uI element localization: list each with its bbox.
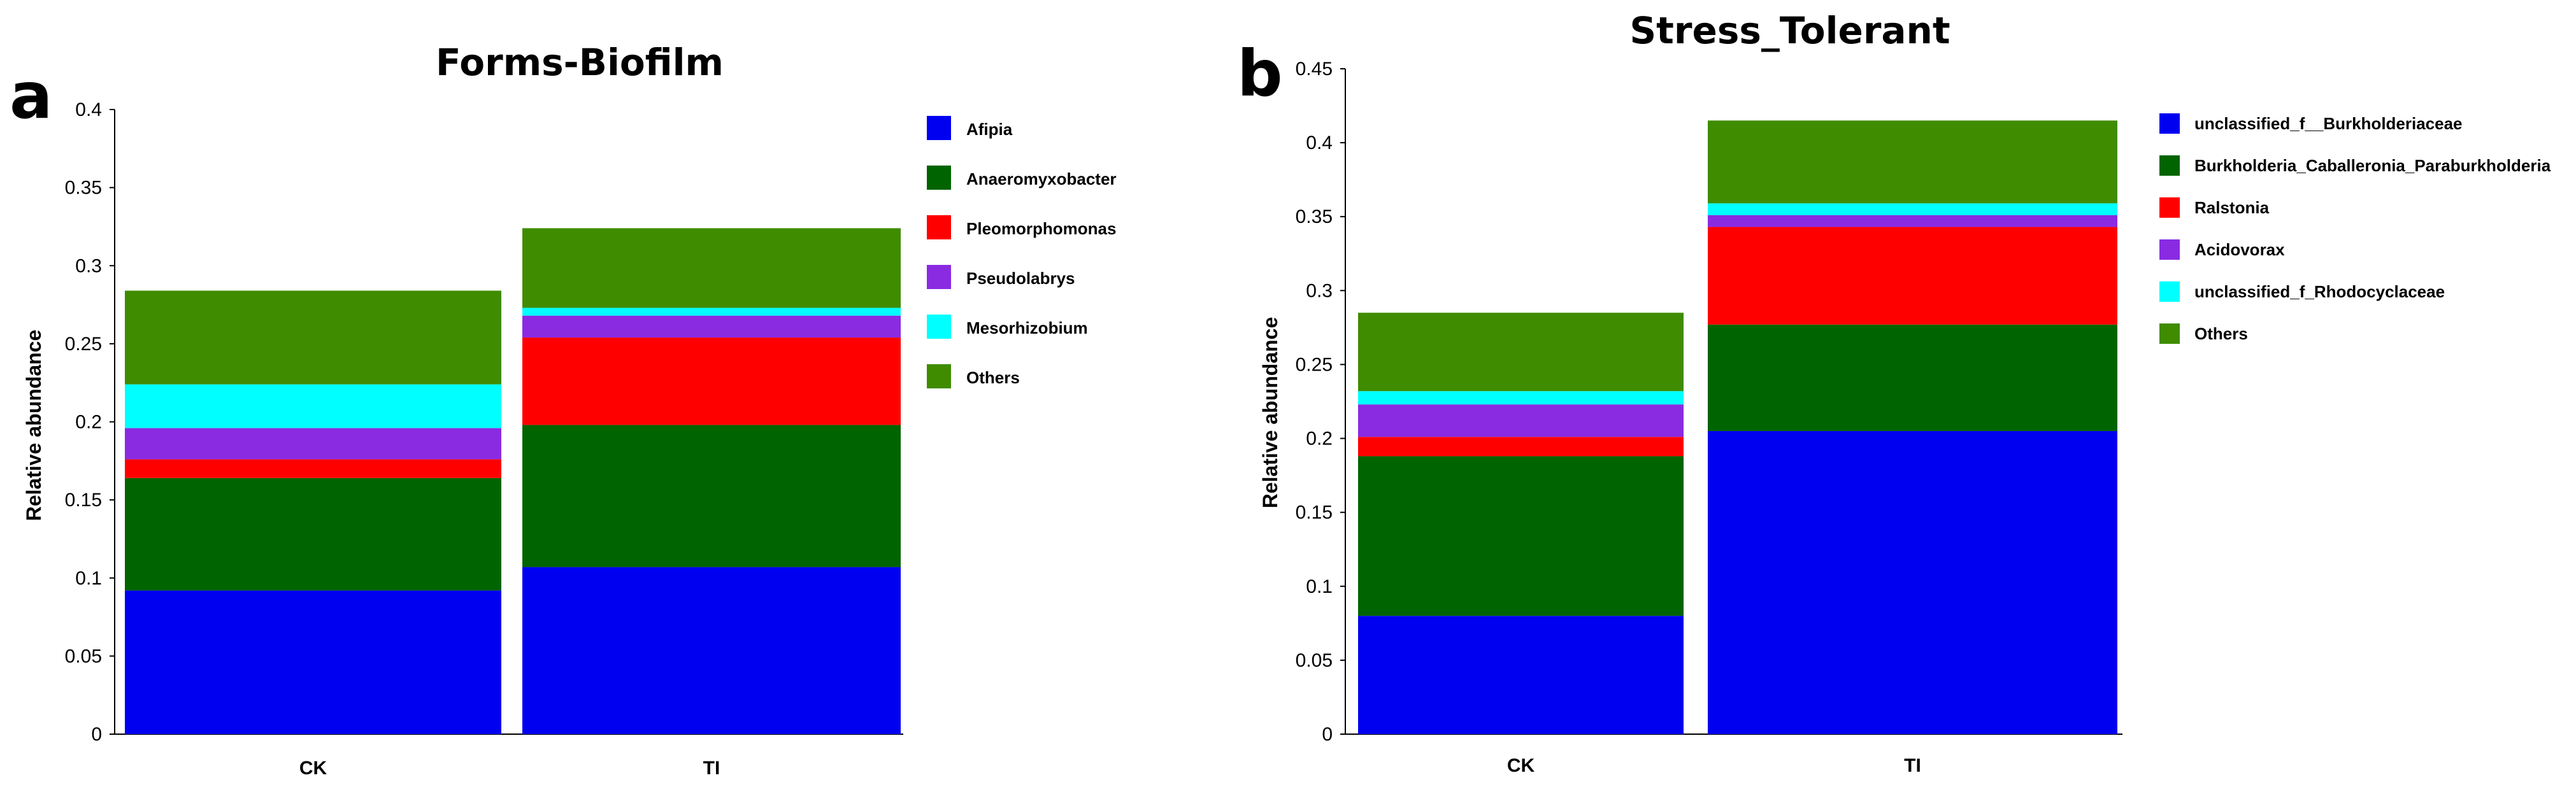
- y-tick-label: 0.4: [1306, 132, 1333, 153]
- panel-letter-b: b: [1237, 36, 1283, 111]
- y-axis-label-b: Relative abundance: [1259, 317, 1282, 509]
- y-axis-label-a: Relative abundance: [22, 330, 45, 521]
- y-tick-label: 0.1: [75, 568, 102, 589]
- legend-label: Anaeromyxobacter: [966, 169, 1117, 188]
- plot-area-b: 0 0.05 0.1 0.15 0.2 0.25 0.3 0.35 0.4 0.45 CK TI: [1296, 59, 2122, 776]
- y-tick-label: 0.35: [65, 178, 102, 199]
- legend-swatch: [927, 315, 951, 339]
- y-tick-label: 0: [91, 724, 102, 745]
- y-tick-label: 0.15: [65, 490, 102, 511]
- bar-segment-ck-burkholderia-caballeronia-paraburkholderia: [1358, 456, 1684, 616]
- bar-segment-ck-unclassified-f-rhodocyclaceae: [1358, 391, 1684, 405]
- y-tick-label: 0.2: [75, 412, 102, 433]
- bar-segment-ck-pseudolabrys: [125, 428, 501, 460]
- legend-swatch: [2159, 239, 2180, 260]
- legend-label: Others: [966, 368, 1020, 387]
- bar-segment-ck-mesorhizobium: [125, 384, 501, 429]
- bar-segment-ti-afipia: [522, 567, 901, 734]
- bar-segment-ti-others: [522, 228, 901, 308]
- bar-segment-ti-mesorhizobium: [522, 308, 901, 316]
- bar-segment-ck-others: [1358, 313, 1684, 392]
- x-category-label: TI: [703, 758, 720, 779]
- legend-swatch: [2159, 197, 2180, 218]
- chart-title-a: Forms-Biofilm: [436, 41, 724, 84]
- legend-label: Acidovorax: [2194, 240, 2285, 259]
- bar-segment-ck-afipia: [125, 590, 501, 734]
- bar-segment-ti-others: [1708, 120, 2117, 204]
- legend-label: Ralstonia: [2194, 198, 2270, 217]
- legend-label: Burkholderia_Caballeronia_Paraburkholder…: [2194, 156, 2551, 175]
- y-tick-label: 0.2: [1306, 429, 1333, 450]
- legend-swatch: [2159, 155, 2180, 176]
- y-tick-label: 0.4: [75, 99, 102, 120]
- bar-segment-ck-pleomorphomonas: [125, 459, 501, 478]
- plot-area-a: 0 0.05 0.1 0.15 0.2 0.25 0.3 0.35 0.4 CK TI: [65, 99, 903, 779]
- legend-label: unclassified_f_Rhodocyclaceae: [2194, 282, 2445, 301]
- legend-a: Afipia Anaeromyxobacter Pleomorphomonas Pse…: [927, 116, 1117, 388]
- legend-swatch: [927, 116, 951, 140]
- legend-label: Pleomorphomonas: [966, 219, 1116, 238]
- panel-letter-a: a: [10, 59, 52, 133]
- x-category-label: CK: [299, 758, 327, 779]
- legend-label: unclassified_f__Burkholderiaceae: [2194, 114, 2463, 133]
- legend-swatch: [927, 166, 951, 190]
- panel-a: a Forms-Biofilm Relative abundance 0 0.05…: [10, 41, 1117, 779]
- y-tick-label: 0.15: [1296, 502, 1333, 523]
- y-tick-label: 0: [1322, 724, 1333, 745]
- bar-segment-ti-unclassified-f-rhodocyclaceae: [1708, 203, 2117, 215]
- y-tick-label: 0.3: [75, 255, 102, 276]
- y-tick-label: 0.35: [1296, 206, 1333, 227]
- legend-label: Pseudolabrys: [966, 269, 1075, 288]
- x-category-label: CK: [1507, 755, 1535, 776]
- y-tick-label: 0.05: [1296, 650, 1333, 671]
- y-tick-label: 0.05: [65, 646, 102, 667]
- legend-b: unclassified_f__Burkholderiaceae Burkhold…: [2159, 113, 2551, 344]
- legend-label: Afipia: [966, 120, 1013, 139]
- bar-segment-ti-pseudolabrys: [522, 315, 901, 338]
- y-tick-label: 0.3: [1306, 280, 1333, 301]
- legend-swatch: [927, 215, 951, 239]
- bar-segment-ti-unclassified-f-burkholderiaceae: [1708, 430, 2117, 734]
- legend-label: Others: [2194, 324, 2248, 343]
- legend-swatch: [2159, 281, 2180, 302]
- legend-swatch: [2159, 323, 2180, 344]
- legend-swatch: [2159, 113, 2180, 134]
- panel-b: b Stress_Tolerant Relative abundance 0 0.…: [1237, 9, 2551, 776]
- legend-swatch: [927, 265, 951, 289]
- y-tick-label: 0.1: [1306, 576, 1333, 597]
- y-tick-label: 0.25: [1296, 354, 1333, 375]
- bar-segment-ck-unclassified-f-burkholderiaceae: [1358, 616, 1684, 734]
- bar-segment-ck-acidovorax: [1358, 404, 1684, 437]
- chart-title-b: Stress_Tolerant: [1629, 9, 1950, 52]
- legend-swatch: [927, 364, 951, 388]
- legend-label: Mesorhizobium: [966, 318, 1088, 337]
- bar-segment-ti-ralstonia: [1708, 227, 2117, 325]
- bar-segment-ck-others: [125, 290, 501, 385]
- bar-segment-ti-anaeromyxobacter: [522, 425, 901, 567]
- bar-segment-ti-acidovorax: [1708, 215, 2117, 227]
- bar-segment-ck-ralstonia: [1358, 437, 1684, 457]
- y-tick-label: 0.45: [1296, 59, 1333, 80]
- bar-segment-ck-anaeromyxobacter: [125, 478, 501, 591]
- x-category-label: TI: [1904, 755, 1921, 776]
- bar-segment-ti-pleomorphomonas: [522, 337, 901, 425]
- y-tick-label: 0.25: [65, 334, 102, 355]
- bar-segment-ti-burkholderia-caballeronia-paraburkholderia: [1708, 324, 2117, 431]
